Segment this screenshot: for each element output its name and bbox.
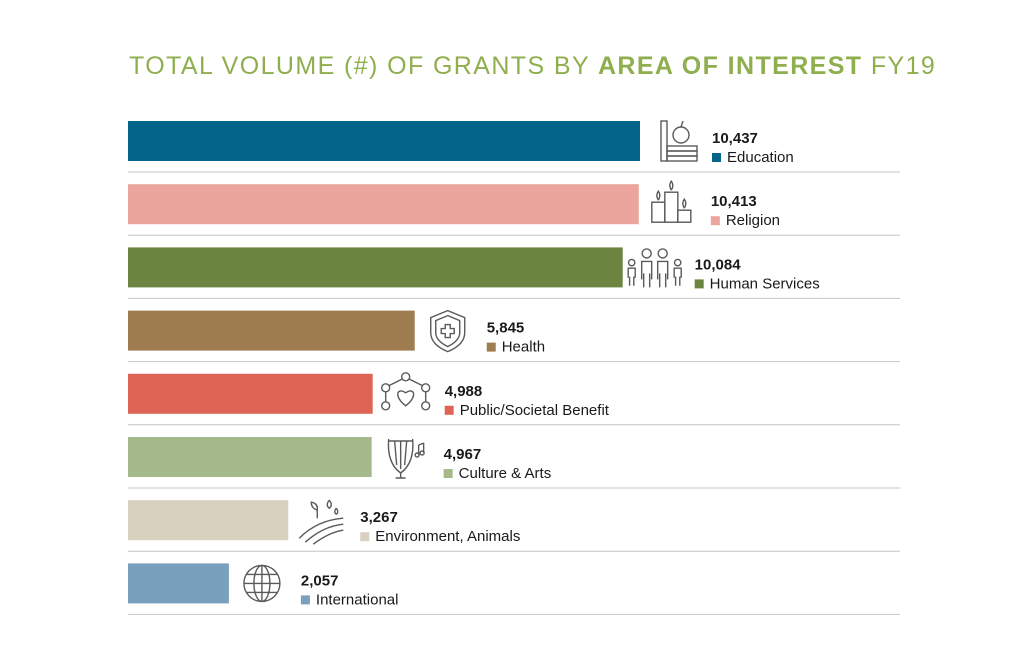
value-label: 10,413 xyxy=(711,193,757,210)
value-label: 4,967 xyxy=(444,446,482,463)
globe-icon xyxy=(243,564,281,603)
bar-0 xyxy=(128,121,640,161)
legend-swatch xyxy=(444,405,454,415)
field-plant-icon xyxy=(298,499,344,545)
value-label: 3,267 xyxy=(360,509,398,526)
bar-2 xyxy=(128,247,623,288)
category-label: International xyxy=(316,591,399,608)
family-icon xyxy=(627,248,682,288)
candles-icon xyxy=(651,180,692,223)
health-shield-icon xyxy=(430,309,466,353)
legend-swatch xyxy=(300,595,310,605)
legend-swatch xyxy=(710,216,720,226)
title-part-1: TOTAL VOLUME (#) OF GRANTS BY xyxy=(129,52,598,80)
category-label: Human Services xyxy=(710,275,820,292)
category-label: Public/Societal Benefit xyxy=(460,402,610,419)
bar-5 xyxy=(128,437,372,477)
chart-title: TOTAL VOLUME (#) OF GRANTS BY AREA OF IN… xyxy=(129,52,936,81)
value-label: 5,845 xyxy=(487,320,525,337)
legend-swatch xyxy=(443,469,453,478)
bar-6 xyxy=(128,500,289,541)
value-label: 10,084 xyxy=(695,256,742,273)
bar-1 xyxy=(128,184,639,225)
legend-swatch xyxy=(712,153,721,162)
category-label: Culture & Arts xyxy=(459,465,552,482)
bar-7 xyxy=(128,563,229,604)
category-label: Environment, Animals xyxy=(375,528,520,545)
network-heart-icon xyxy=(380,372,431,411)
legend-swatch xyxy=(694,279,704,289)
bar-4 xyxy=(128,373,373,414)
category-label: Education xyxy=(727,149,794,166)
title-bold: AREA OF INTEREST xyxy=(597,52,863,80)
bar-3 xyxy=(128,310,415,351)
value-label: 2,057 xyxy=(301,572,339,589)
title-part-2: FY19 xyxy=(862,52,937,80)
legend-swatch xyxy=(360,532,370,542)
category-label: Health xyxy=(502,339,545,356)
lyre-icon xyxy=(387,438,425,479)
value-label: 4,988 xyxy=(445,383,483,400)
value-label: 10,437 xyxy=(712,130,758,147)
legend-swatch xyxy=(486,342,496,352)
books-apple-icon xyxy=(660,120,698,162)
category-label: Religion xyxy=(726,212,780,229)
